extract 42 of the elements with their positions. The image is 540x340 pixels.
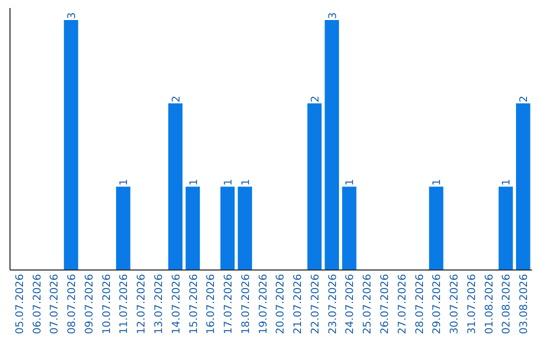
data-label: 1 [344, 178, 356, 186]
x-tick-label: 18.07.2026 [240, 274, 252, 334]
data-label: 1 [222, 178, 235, 186]
x-tick-label: 17.07.2026 [222, 274, 235, 334]
data-label: 3 [326, 12, 339, 19]
x-tick-label: 31.07.2026 [466, 274, 478, 334]
data-label: 1 [431, 178, 444, 186]
data-label: 2 [170, 96, 182, 102]
x-tick-label: 20.07.2026 [274, 274, 287, 334]
data-label: 1 [240, 178, 252, 186]
data-label: 1 [188, 178, 200, 186]
x-tick-label: 01.08.2026 [483, 274, 496, 334]
x-tick-label: 30.07.2026 [448, 274, 461, 334]
x-tick-label: 14.07.2026 [170, 274, 182, 334]
x-tick-label: 28.07.2026 [414, 274, 426, 334]
x-tick-label: 10.07.2026 [100, 274, 113, 334]
x-tick-label: 03.08.2026 [518, 274, 530, 334]
x-tick-label: 16.07.2026 [205, 274, 218, 334]
data-label: 1 [500, 178, 513, 186]
x-tick-label: 02.08.2026 [500, 274, 513, 334]
x-tick-label: 06.07.2026 [31, 274, 44, 334]
x-tick-label: 08.07.2026 [66, 274, 78, 334]
data-label: 1 [118, 178, 130, 186]
x-tick-label: 05.07.2026 [14, 274, 26, 334]
x-tick-label: 12.07.2026 [136, 274, 148, 334]
x-tick-label: 09.07.2026 [83, 274, 96, 334]
x-tick-label: 23.07.2026 [326, 274, 339, 334]
x-tick-label: 29.07.2026 [431, 274, 444, 334]
data-label: 2 [309, 96, 322, 102]
x-tick-label: 25.07.2026 [362, 274, 374, 334]
data-label: 2 [518, 96, 530, 102]
x-tick-label: 24.07.2026 [344, 274, 356, 334]
x-tick-label: 26.07.2026 [379, 274, 392, 334]
x-tick-label: 15.07.2026 [188, 274, 200, 334]
x-tick-label: 22.07.2026 [309, 274, 322, 334]
x-tick-label: 21.07.2026 [292, 274, 304, 334]
x-tick-label: 07.07.2026 [48, 274, 61, 334]
x-tick-label: 27.07.2026 [396, 274, 408, 334]
x-tick-label: 13.07.2026 [152, 274, 165, 334]
x-tick-label: 19.07.2026 [257, 274, 270, 334]
data-label: 3 [66, 12, 78, 19]
x-tick-label: 11.07.2026 [118, 274, 130, 334]
